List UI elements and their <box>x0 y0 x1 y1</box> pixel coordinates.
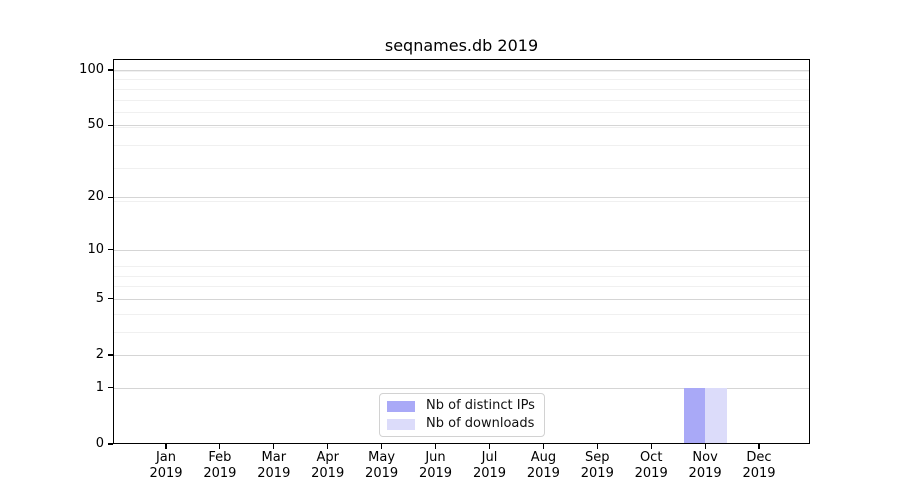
x-tick-mark <box>488 444 491 449</box>
x-tick-mark <box>704 444 706 449</box>
y-gridline-major <box>114 125 809 127</box>
y-gridline-minor <box>114 145 809 147</box>
x-tick-mark <box>542 444 544 449</box>
y-tick-mark <box>108 196 113 198</box>
x-tick-label: Jun 2019 <box>418 450 453 481</box>
y-gridline-minor <box>114 99 809 101</box>
x-tick-label: Sep 2019 <box>580 450 614 481</box>
x-tick-label: Mar 2019 <box>257 450 291 481</box>
x-tick-label: Apr 2019 <box>311 450 345 481</box>
legend-label-downloads: Nb of downloads <box>426 416 535 431</box>
bar-distinct-ips <box>683 387 706 444</box>
y-tick-label: 0 <box>95 436 104 451</box>
x-tick-label: Feb 2019 <box>203 450 237 481</box>
legend-label-distinct-ips: Nb of distinct IPs <box>426 398 535 413</box>
y-gridline-minor <box>114 265 809 267</box>
y-gridline-minor <box>114 127 809 128</box>
y-tick-label: 2 <box>95 347 104 362</box>
x-tick-mark <box>219 444 221 449</box>
x-tick-mark <box>381 444 383 449</box>
y-gridline-minor <box>114 286 809 288</box>
x-tick-label: Oct 2019 <box>634 450 668 481</box>
x-tick-mark <box>273 444 275 449</box>
x-tick-mark <box>165 444 167 449</box>
plot-area <box>113 59 810 444</box>
y-gridline-minor <box>114 79 809 81</box>
y-gridline-minor <box>114 88 809 90</box>
x-tick-label: Dec 2019 <box>742 450 776 481</box>
y-tick-mark <box>108 298 113 300</box>
x-tick-label: Aug 2019 <box>526 450 560 481</box>
y-gridline-major <box>114 387 809 389</box>
x-tick-label: Jul 2019 <box>472 450 507 481</box>
y-gridline-major <box>114 298 809 300</box>
x-tick-label: Nov 2019 <box>688 450 722 481</box>
legend-swatch-downloads <box>387 418 415 430</box>
y-gridline-major <box>114 197 809 199</box>
y-gridline-major <box>114 355 809 356</box>
y-tick-mark <box>108 69 113 71</box>
legend-item-downloads: Nb of downloads <box>387 417 536 431</box>
x-tick-label: Jan 2019 <box>149 450 183 481</box>
y-tick-label: 5 <box>95 290 104 306</box>
x-tick-mark <box>327 444 329 449</box>
y-tick-label: 20 <box>87 189 104 205</box>
y-gridline-minor <box>114 201 809 203</box>
legend-item-distinct-ips: Nb of distinct IPs <box>387 399 536 413</box>
legend: Nb of distinct IPs Nb of downloads <box>379 393 545 437</box>
y-tick-label: 50 <box>87 117 104 133</box>
y-gridline-minor <box>114 168 809 170</box>
y-gridline-major <box>114 249 809 251</box>
y-gridline-minor <box>114 70 809 72</box>
legend-swatch-distinct-ips <box>387 400 415 412</box>
y-tick-mark <box>108 443 113 445</box>
x-tick-mark <box>650 444 652 449</box>
y-gridline-minor <box>114 112 809 114</box>
bar-downloads <box>705 387 727 444</box>
x-tick-label: May 2019 <box>365 450 399 481</box>
x-tick-mark <box>434 444 437 449</box>
y-tick-mark <box>108 354 113 356</box>
x-tick-mark <box>758 444 760 449</box>
x-tick-mark <box>596 444 598 449</box>
y-tick-mark <box>108 249 113 251</box>
y-tick-label: 10 <box>87 241 104 257</box>
y-tick-label: 100 <box>79 62 104 77</box>
y-gridline-minor <box>114 313 809 315</box>
y-gridline-major <box>114 70 809 71</box>
y-gridline-minor <box>114 275 809 277</box>
chart-title: seqnames.db 2019 <box>384 36 539 55</box>
y-tick-mark <box>108 387 113 389</box>
y-gridline-minor <box>114 331 809 333</box>
y-tick-label: 1 <box>95 379 104 395</box>
y-tick-mark <box>108 124 113 126</box>
